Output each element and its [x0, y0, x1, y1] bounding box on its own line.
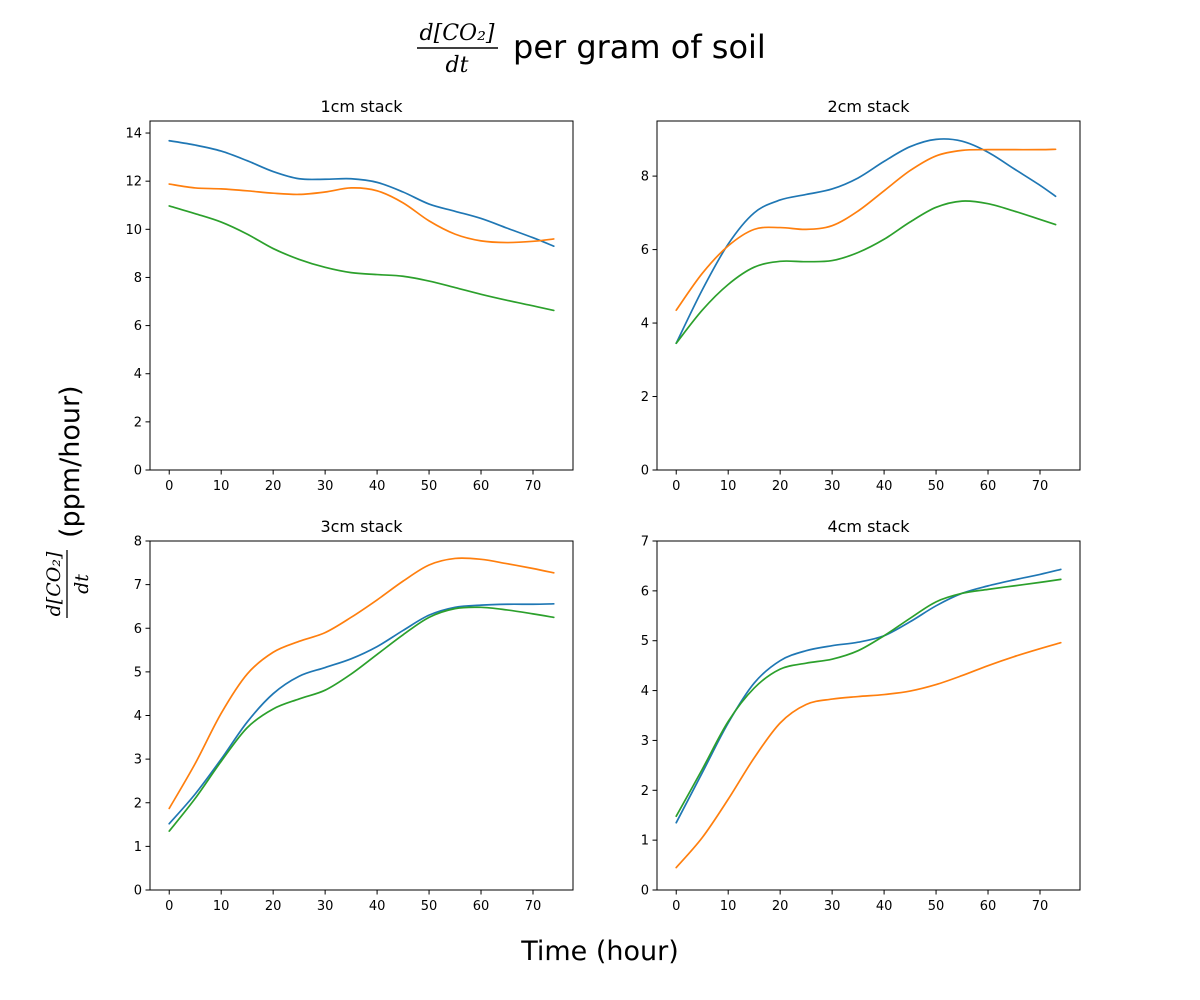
- y-tick-label: 1: [641, 834, 649, 849]
- x-tick-label: 20: [772, 899, 789, 914]
- series-line-2: [168, 183, 555, 244]
- x-tick-label: 30: [824, 479, 841, 494]
- y-tick-label: 2: [134, 796, 142, 811]
- x-tick-label: 10: [213, 899, 230, 914]
- x-tick-label: 50: [421, 899, 438, 914]
- x-tick-label: 50: [928, 479, 945, 494]
- x-tick-label: 60: [980, 899, 997, 914]
- x-tick-label: 40: [369, 479, 386, 494]
- axes-frame: [149, 120, 574, 471]
- figure-title: d[CO₂] dt per gram of soil: [417, 21, 766, 78]
- y-tick-label: 0: [134, 884, 142, 899]
- subplot-2cm-stack: 2cm stack 0 10 20 30 40 50 60 70 0 2 4 6 8: [641, 97, 1081, 494]
- subplot-title: 4cm stack: [827, 517, 910, 536]
- x-tick-label: 30: [317, 479, 334, 494]
- x-tick-label: 20: [265, 899, 282, 914]
- title-fraction-denominator: dt: [446, 53, 469, 78]
- y-tick-label: 5: [134, 665, 142, 680]
- axes-frame: [656, 540, 1081, 891]
- x-tick-label: 20: [772, 479, 789, 494]
- series-line-1: [168, 602, 555, 825]
- axes-frame: [656, 120, 1081, 471]
- y-tick-label: 4: [134, 709, 142, 724]
- y-tick-label: 6: [134, 319, 142, 334]
- y-tick-label: 2: [134, 415, 142, 430]
- x-tick-label: 70: [1032, 479, 1049, 494]
- y-tick-label: 8: [134, 271, 142, 286]
- y-tick-label: 10: [125, 223, 142, 238]
- figure-xlabel: Time (hour): [520, 936, 679, 967]
- series-line-2: [675, 641, 1062, 869]
- y-tick-label: 0: [641, 464, 649, 479]
- title-fraction-numerator: d[CO₂]: [420, 21, 495, 46]
- axes-frame: [149, 540, 574, 891]
- subplot-title: 3cm stack: [320, 517, 403, 536]
- x-tick-label: 50: [421, 479, 438, 494]
- y-tick-label: 1: [134, 840, 142, 855]
- x-tick-label: 60: [473, 899, 490, 914]
- y-tick-label: 6: [641, 584, 649, 599]
- y-tick-label: 14: [125, 127, 142, 142]
- x-tick-label: 40: [369, 899, 386, 914]
- y-tick-label: 4: [641, 317, 649, 332]
- series-line-1: [675, 138, 1057, 345]
- series-line-3: [168, 606, 555, 832]
- y-tick-label: 6: [134, 622, 142, 637]
- ylabel-text: (ppm/hour): [55, 385, 86, 538]
- y-tick-label: 7: [641, 535, 649, 550]
- x-tick-label: 0: [165, 899, 173, 914]
- subplot-title: 1cm stack: [320, 97, 403, 116]
- title-text: per gram of soil: [513, 28, 766, 66]
- y-tick-label: 4: [641, 684, 649, 699]
- subplot-3cm-stack: 3cm stack 0 10 20 30 40 50 60 70 0 1 2 3 4 5 6 7 8: [134, 517, 574, 914]
- ylabel-fraction-numerator: d[CO₂]: [43, 551, 65, 616]
- x-tick-label: 0: [672, 899, 680, 914]
- subplot-4cm-stack: 4cm stack 0 10 20 30 40 50 60 70 0 1 2 3 4 5 6 7: [641, 517, 1081, 914]
- x-tick-label: 70: [525, 479, 542, 494]
- y-tick-label: 6: [641, 243, 649, 258]
- x-tick-label: 10: [213, 479, 230, 494]
- ylabel-fraction-denominator: dt: [71, 574, 93, 594]
- series-line-1: [168, 139, 555, 248]
- y-tick-label: 0: [641, 884, 649, 899]
- subplot-title: 2cm stack: [827, 97, 910, 116]
- y-tick-label: 2: [641, 784, 649, 799]
- series-line-2: [675, 148, 1057, 312]
- x-tick-label: 20: [265, 479, 282, 494]
- y-tick-label: 5: [641, 634, 649, 649]
- series-line-2: [168, 557, 555, 810]
- y-tick-label: 3: [134, 753, 142, 768]
- series-line-3: [168, 205, 555, 312]
- x-tick-label: 60: [980, 479, 997, 494]
- x-tick-label: 40: [876, 899, 893, 914]
- x-tick-label: 70: [525, 899, 542, 914]
- x-tick-label: 50: [928, 899, 945, 914]
- x-tick-label: 70: [1032, 899, 1049, 914]
- y-tick-label: 2: [641, 390, 649, 405]
- subplot-1cm-stack: 1cm stack 0 10 20 30 40 50 60 70 0 2 4 6 8 10 12 14: [125, 97, 574, 494]
- y-tick-label: 8: [641, 170, 649, 185]
- y-tick-label: 8: [134, 535, 142, 550]
- series-line-3: [675, 578, 1062, 818]
- x-tick-label: 60: [473, 479, 490, 494]
- x-tick-label: 40: [876, 479, 893, 494]
- x-tick-label: 0: [165, 479, 173, 494]
- y-tick-label: 12: [125, 175, 142, 190]
- y-tick-label: 7: [134, 578, 142, 593]
- series-line-3: [675, 200, 1057, 345]
- x-tick-label: 30: [317, 899, 334, 914]
- x-tick-label: 0: [672, 479, 680, 494]
- figure-ylabel: d[CO₂] dt (ppm/hour): [43, 385, 93, 618]
- y-tick-label: 0: [134, 464, 142, 479]
- x-tick-label: 10: [720, 479, 737, 494]
- x-tick-label: 30: [824, 899, 841, 914]
- y-tick-label: 3: [641, 734, 649, 749]
- x-tick-label: 10: [720, 899, 737, 914]
- y-tick-label: 4: [134, 367, 142, 382]
- series-line-1: [675, 568, 1062, 824]
